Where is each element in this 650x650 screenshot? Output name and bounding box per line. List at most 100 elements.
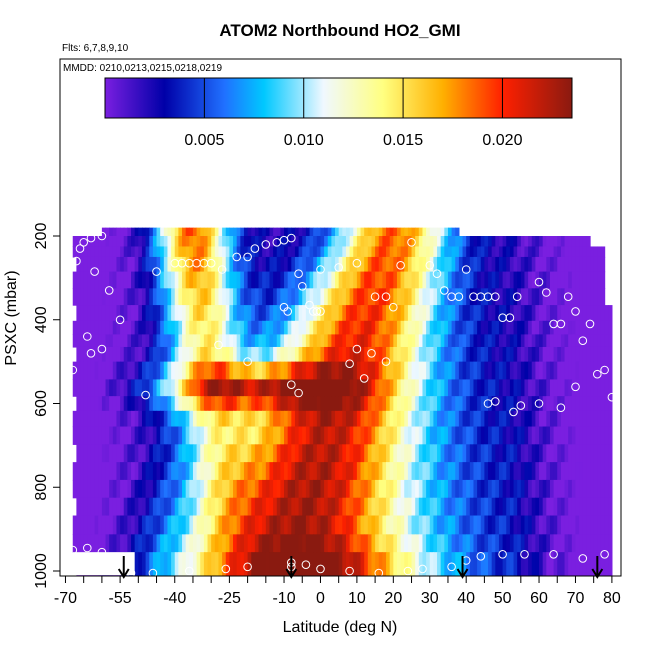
heatmap-cell: [437, 271, 442, 289]
heatmap-cell: [502, 379, 507, 397]
heatmap-cell: [477, 396, 482, 412]
heatmap-cell: [258, 334, 263, 348]
heatmap-cell: [579, 462, 584, 481]
heatmap-cell: [218, 396, 223, 412]
heatmap-cell: [105, 346, 110, 363]
heatmap-cell: [513, 462, 518, 481]
sample-point: [447, 562, 456, 572]
heatmap-cell: [396, 534, 402, 553]
heatmap-cell: [549, 396, 555, 412]
heatmap-cell: [258, 346, 263, 363]
heatmap-cell: [586, 515, 591, 535]
heatmap-cell: [83, 410, 88, 428]
heatmap-cell: [229, 361, 234, 381]
heatmap-cell: [273, 497, 278, 517]
heatmap-cell: [269, 552, 274, 576]
heatmap-cell: [251, 271, 256, 289]
heatmap-cell: [178, 379, 183, 397]
heatmap-cell: [80, 361, 85, 381]
heatmap-cell: [240, 361, 245, 381]
heatmap-cell: [564, 444, 569, 463]
heatmap-cell: [302, 396, 307, 412]
heatmap-cell: [447, 305, 453, 322]
heatmap-cell: [375, 462, 380, 481]
heatmap-cell: [356, 346, 362, 363]
sample-point: [600, 365, 609, 375]
heatmap-cell: [174, 379, 179, 397]
heatmap-cell: [305, 410, 311, 428]
heatmap-cell: [375, 497, 380, 517]
heatmap-cell: [214, 361, 220, 381]
heatmap-cell: [378, 497, 383, 517]
heatmap-cell: [415, 361, 420, 381]
heatmap-cell: [396, 462, 402, 481]
heatmap-cell: [287, 246, 292, 258]
heatmap-cell: [313, 552, 318, 576]
heatmap-cell: [145, 515, 150, 535]
heatmap-cell: [76, 515, 81, 535]
sample-point: [68, 545, 78, 555]
heatmap-cell: [447, 552, 453, 576]
heatmap-cell: [411, 410, 416, 428]
heatmap-cell: [513, 534, 518, 553]
heatmap-cell: [353, 444, 358, 463]
heatmap-cell: [273, 256, 278, 273]
heatmap-cell: [415, 305, 420, 322]
heatmap-cell: [338, 246, 343, 258]
heatmap-cell: [269, 497, 274, 517]
heatmap-cell: [222, 320, 227, 336]
heatmap-cell: [488, 379, 493, 397]
heatmap-cell: [600, 288, 606, 306]
heatmap-cell: [98, 462, 103, 481]
heatmap-cell: [280, 346, 285, 363]
heatmap-cell: [437, 346, 442, 363]
heatmap-cell: [316, 246, 322, 258]
heatmap-cell: [364, 246, 369, 258]
heatmap-cell: [528, 256, 533, 273]
heatmap-cell: [276, 346, 281, 363]
heatmap-cell: [163, 361, 169, 381]
heatmap-cell: [320, 256, 325, 273]
heatmap-cell: [371, 552, 376, 576]
heatmap-cell: [579, 288, 584, 306]
heatmap-cell: [582, 236, 587, 248]
heatmap-cell: [364, 227, 369, 237]
heatmap-cell: [553, 256, 558, 273]
heatmap-cell: [174, 534, 179, 553]
heatmap-cell: [342, 515, 347, 535]
sample-point: [283, 307, 293, 316]
heatmap-cell: [604, 396, 609, 412]
heatmap-cell: [579, 305, 584, 322]
sample-point: [86, 233, 96, 243]
heatmap-cell: [345, 227, 351, 237]
heatmap-cell: [112, 246, 118, 258]
heatmap-cell: [473, 246, 478, 258]
heatmap-cell: [141, 379, 147, 397]
sample-point: [367, 349, 376, 358]
heatmap-cell: [386, 462, 391, 481]
heatmap-cell: [553, 410, 558, 428]
heatmap-cell: [509, 497, 515, 517]
heatmap-cell: [134, 288, 139, 306]
heatmap-cell: [240, 444, 245, 463]
heatmap-cell: [182, 497, 187, 517]
heatmap-cell: [218, 346, 223, 363]
heatmap-cell: [90, 444, 96, 463]
heatmap-cell: [196, 379, 201, 397]
heatmap-cell: [571, 288, 577, 306]
heatmap-cell: [83, 361, 88, 381]
heatmap-cell: [513, 271, 518, 289]
heatmap-cell: [560, 534, 566, 553]
heatmap-cell: [513, 479, 518, 499]
heatmap-cell: [265, 379, 271, 397]
heatmap-cell: [513, 256, 518, 273]
heatmap-cell: [189, 236, 194, 248]
heatmap-cell: [524, 236, 529, 248]
heatmap-cell: [509, 271, 515, 289]
heatmap-cell: [138, 426, 143, 445]
heatmap-cell: [488, 426, 493, 445]
heatmap-cell: [480, 396, 485, 412]
heatmap-cell: [462, 271, 467, 289]
heatmap-cell: [593, 410, 598, 428]
heatmap-cell: [466, 288, 471, 306]
